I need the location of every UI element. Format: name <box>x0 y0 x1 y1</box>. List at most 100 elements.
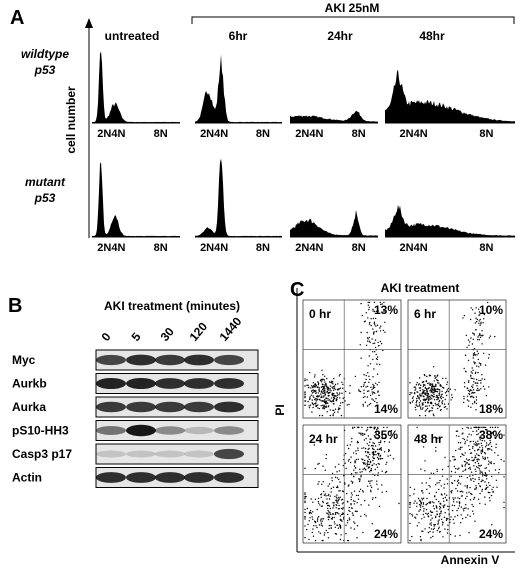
row-label: wildtype <box>21 47 69 61</box>
event-dot <box>478 454 480 457</box>
event-dot <box>347 460 350 462</box>
event-dot <box>314 390 316 392</box>
event-dot <box>331 392 334 395</box>
event-dot <box>470 307 472 309</box>
event-dot <box>363 321 366 323</box>
event-dot <box>435 484 437 486</box>
event-dot <box>379 441 382 444</box>
event-dot <box>371 393 374 395</box>
event-dot <box>373 463 375 465</box>
event-dot <box>373 321 376 323</box>
event-dot <box>418 383 420 385</box>
protein-label: pS10-HH3 <box>12 424 69 438</box>
event-dot <box>424 470 426 472</box>
event-dot <box>327 402 329 405</box>
event-dot <box>350 527 352 529</box>
event-dot <box>490 433 492 435</box>
event-dot <box>426 375 428 378</box>
event-dot <box>373 342 376 344</box>
event-dot <box>318 387 320 389</box>
event-dot <box>459 475 461 478</box>
event-dot <box>474 450 476 452</box>
band <box>96 377 126 390</box>
event-dot <box>480 334 482 337</box>
event-dot <box>479 446 481 448</box>
event-dot <box>431 394 433 397</box>
event-dot <box>466 346 468 349</box>
event-dot <box>475 485 477 487</box>
event-dot <box>365 374 367 377</box>
event-dot <box>443 493 446 495</box>
event-dot <box>371 523 373 525</box>
event-dot <box>413 386 415 388</box>
event-dot <box>310 394 312 396</box>
event-dot <box>460 522 462 524</box>
event-dot <box>334 408 337 410</box>
event-dot <box>334 395 337 397</box>
event-dot <box>480 388 482 390</box>
x-label: 2N4N <box>295 128 323 140</box>
event-dot <box>463 367 465 370</box>
event-dot <box>431 511 434 513</box>
event-dot <box>475 443 477 445</box>
event-dot <box>372 317 375 320</box>
event-dot <box>478 482 480 485</box>
event-dot <box>455 435 458 437</box>
event-dot <box>371 498 374 501</box>
event-dot <box>352 500 355 502</box>
event-dot <box>484 472 487 474</box>
event-dot <box>432 395 434 398</box>
event-dot <box>435 450 437 452</box>
event-dot <box>469 448 471 451</box>
band <box>214 426 244 435</box>
event-dot <box>333 395 335 397</box>
event-dot <box>467 436 469 438</box>
event-dot <box>342 490 345 493</box>
event-dot <box>315 384 317 387</box>
event-dot <box>314 383 316 385</box>
event-dot <box>490 445 493 448</box>
event-dot <box>334 383 337 386</box>
event-dot <box>361 314 363 317</box>
event-dot <box>490 494 493 497</box>
event-dot <box>333 387 336 389</box>
event-dot <box>484 503 486 505</box>
event-dot <box>349 461 352 464</box>
event-dot <box>316 508 318 511</box>
event-dot <box>451 509 454 512</box>
event-dot <box>370 489 372 492</box>
event-dot <box>435 404 437 406</box>
event-dot <box>478 437 481 439</box>
event-dot <box>368 463 371 466</box>
event-dot <box>366 429 369 431</box>
event-dot <box>473 361 475 363</box>
event-dot <box>320 505 323 507</box>
event-dot <box>333 377 335 380</box>
event-dot <box>325 383 327 385</box>
event-dot <box>328 389 330 391</box>
event-dot <box>489 426 492 429</box>
event-dot <box>369 394 372 397</box>
event-dot <box>337 486 339 489</box>
event-dot <box>338 470 341 472</box>
event-dot <box>367 317 369 319</box>
event-dot <box>433 380 435 382</box>
event-dot <box>477 462 480 465</box>
event-dot <box>370 318 372 320</box>
event-dot <box>474 462 476 464</box>
time-point: 120 <box>187 319 211 344</box>
event-dot <box>478 308 480 310</box>
event-dot <box>322 387 325 390</box>
event-dot <box>428 387 430 389</box>
event-dot <box>503 506 505 509</box>
event-dot <box>428 384 431 386</box>
event-dot <box>366 460 369 462</box>
event-dot <box>360 476 362 478</box>
event-dot <box>485 475 487 477</box>
facs-title: AKI treatment <box>381 281 460 295</box>
event-dot <box>413 488 416 490</box>
event-dot <box>438 406 441 408</box>
event-dot <box>374 400 376 403</box>
event-dot <box>356 440 359 443</box>
